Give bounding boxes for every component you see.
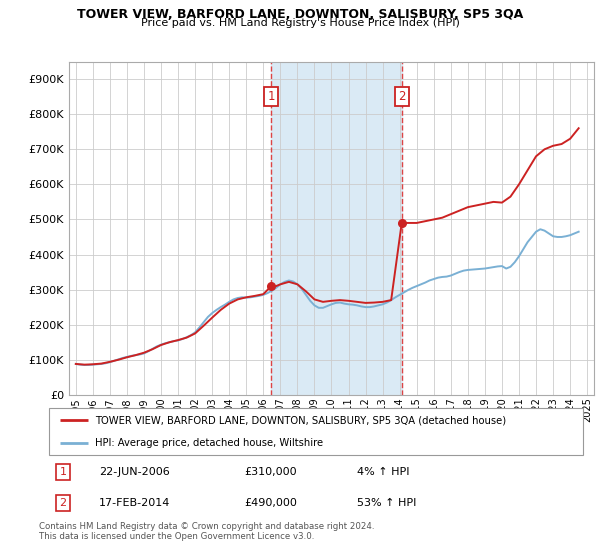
Text: TOWER VIEW, BARFORD LANE, DOWNTON, SALISBURY, SP5 3QA: TOWER VIEW, BARFORD LANE, DOWNTON, SALIS…	[77, 8, 523, 21]
Text: 53% ↑ HPI: 53% ↑ HPI	[357, 498, 416, 508]
Text: Price paid vs. HM Land Registry's House Price Index (HPI): Price paid vs. HM Land Registry's House …	[140, 18, 460, 29]
Text: 2: 2	[398, 90, 406, 103]
Text: Contains HM Land Registry data © Crown copyright and database right 2024.
This d: Contains HM Land Registry data © Crown c…	[39, 522, 374, 542]
Text: £310,000: £310,000	[244, 467, 296, 477]
Text: 1: 1	[59, 467, 67, 477]
Text: £490,000: £490,000	[244, 498, 297, 508]
Text: 4% ↑ HPI: 4% ↑ HPI	[357, 467, 409, 477]
Text: 2: 2	[59, 498, 67, 508]
Text: TOWER VIEW, BARFORD LANE, DOWNTON, SALISBURY, SP5 3QA (detached house): TOWER VIEW, BARFORD LANE, DOWNTON, SALIS…	[95, 416, 506, 426]
Bar	[271, 62, 402, 395]
FancyBboxPatch shape	[49, 408, 583, 455]
Text: 1: 1	[268, 90, 275, 103]
Text: 22-JUN-2006: 22-JUN-2006	[99, 467, 170, 477]
Text: 17-FEB-2014: 17-FEB-2014	[99, 498, 170, 508]
Text: HPI: Average price, detached house, Wiltshire: HPI: Average price, detached house, Wilt…	[95, 438, 323, 448]
